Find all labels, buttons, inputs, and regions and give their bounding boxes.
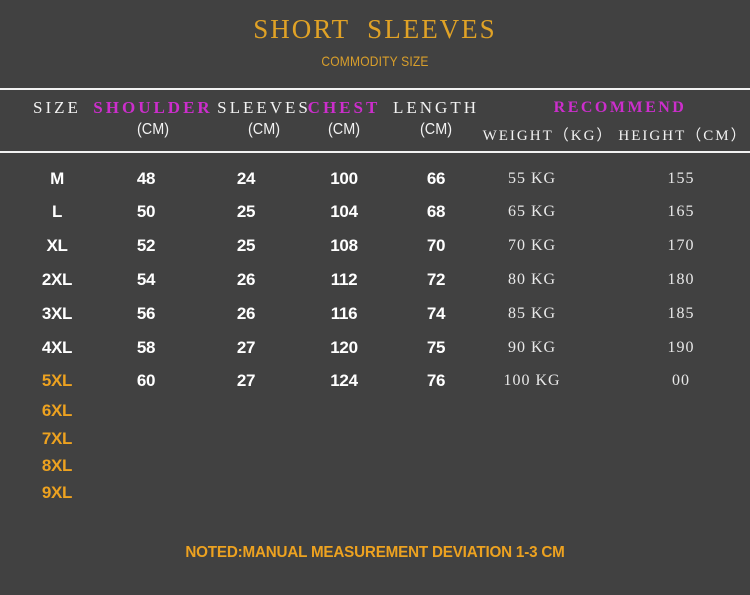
cell-chest: 120 [330,338,358,358]
cell-weight: 55 KG [507,170,557,188]
divider-below-header [0,151,750,154]
cell-shoulder: 56 [136,304,156,324]
cell-size: 2XL [41,270,73,290]
cell-height: 185 [667,305,695,323]
column-header-weight: WEIGHT（KG） [482,128,614,145]
cell-shoulder: 50 [136,202,156,222]
cell-size: 7XL [41,429,73,449]
cell-chest: 124 [330,371,358,391]
cell-sleeves: 26 [236,304,256,324]
cell-size: M [50,169,64,189]
cell-height: 00 [672,372,690,390]
table-body: M 48 24 100 66 55 KG 155 L 50 25 104 68 65 KG 165 XL 52… [0,153,750,513]
cell-weight: 100 KG [503,372,561,390]
cell-length: 68 [426,202,446,222]
table-header: SIZE SHOULDER (CM) SLEEVES (CM) CHEST (C… [0,90,750,151]
cell-shoulder: 60 [136,371,156,391]
column-header-chest: CHEST (CM) [307,98,381,139]
cell-weight: 80 KG [507,271,557,289]
divider-above-header [0,88,750,91]
cell-sleeves: 27 [236,371,256,391]
column-header-length: LENGTH (CM) [393,98,479,139]
cell-weight: 85 KG [507,305,557,323]
cell-height: 170 [667,237,695,255]
column-header-recommend: RECOMMEND [553,99,687,117]
column-header-sleeves: SLEEVES (CM) [217,98,311,139]
page-title: SHORT SLEEVES [253,14,497,44]
cell-height: 155 [667,170,695,188]
cell-length: 66 [426,169,446,189]
cell-shoulder: 58 [136,338,156,358]
cell-height: 190 [667,339,695,357]
cell-size: XL [46,236,68,256]
column-header-size: SIZE [33,98,81,118]
column-header-height: HEIGHT（CM） [618,128,748,145]
cell-sleeves: 24 [236,169,256,189]
column-header-shoulder: SHOULDER (CM) [93,98,213,139]
cell-sleeves: 25 [236,236,256,256]
cell-sleeves: 27 [236,338,256,358]
cell-length: 72 [426,270,446,290]
cell-chest: 116 [330,304,358,324]
cell-size: 9XL [41,483,73,503]
cell-size: 5XL [41,371,73,391]
footer-note: NOTED:MANUAL MEASUREMENT DEVIATION 1-3 C… [185,544,565,561]
cell-weight: 90 KG [507,339,557,357]
cell-chest: 108 [330,236,358,256]
cell-shoulder: 52 [136,236,156,256]
cell-size: 4XL [41,338,73,358]
cell-length: 75 [426,338,446,358]
title-block: SHORT SLEEVES COMMODITY SIZE [0,0,750,69]
cell-sleeves: 25 [236,202,256,222]
cell-weight: 65 KG [507,203,557,221]
cell-shoulder: 48 [136,169,156,189]
cell-size: 8XL [41,456,73,476]
cell-weight: 70 KG [507,237,557,255]
cell-length: 76 [426,371,446,391]
page-subtitle: COMMODITY SIZE [321,53,429,70]
cell-chest: 112 [330,270,358,290]
cell-sleeves: 26 [236,270,256,290]
cell-height: 165 [667,203,695,221]
cell-height: 180 [667,271,695,289]
cell-size: L [51,202,63,222]
cell-chest: 100 [330,169,358,189]
cell-length: 70 [426,236,446,256]
cell-size: 3XL [41,304,73,324]
cell-shoulder: 54 [136,270,156,290]
cell-length: 74 [426,304,446,324]
cell-chest: 104 [330,202,358,222]
cell-size: 6XL [41,401,73,421]
